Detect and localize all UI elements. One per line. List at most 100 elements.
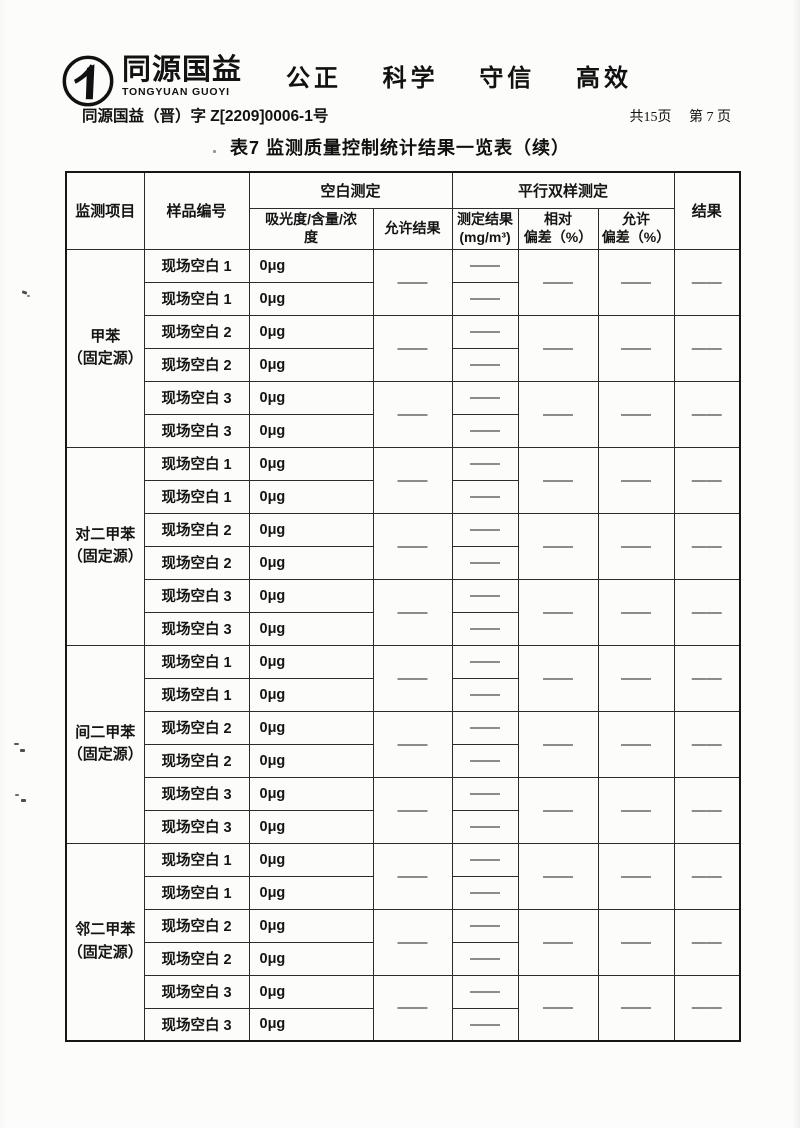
brand-header: 同源国益 TONGYUAN GUOYI [60,53,242,109]
allowed-deviation-cell: —— [597,842,675,910]
slogan-word: 守信 [479,65,536,92]
relative-deviation-cell: —— [517,380,599,448]
header-measured: 测定结果 (mg/m³) [451,207,519,250]
scan-speck [27,295,30,297]
table-row: 现场空白 2 0μg —— —— —— —— —— [66,512,741,580]
measured-result-cell: —— [451,248,519,283]
sample-id-cell: 现场空白 2 [143,743,250,778]
measured-result-cell: —— [451,545,519,580]
sample-id-cell: 现场空白 3 [143,974,250,1009]
sample-id-cell: 现场空白 3 [143,413,250,448]
table-row: 现场空白 1 0μg —— [66,875,740,910]
sample-id-cell: 现场空白 2 [143,710,250,745]
blank-value-cell: 0μg [248,677,374,712]
relative-deviation-cell: —— [517,908,599,976]
sample-id-cell: 现场空白 2 [143,347,250,382]
allowed-result-cell: —— [372,776,453,844]
sample-id-cell: 现场空白 1 [143,644,250,679]
relative-deviation-cell: —— [517,710,599,778]
table-row: 现场空白 3 0μg —— [66,809,740,844]
relative-deviation-cell: —— [517,512,599,580]
allowed-result-cell: —— [372,446,453,514]
blank-value-cell: 0μg [248,314,374,349]
measured-result-cell: —— [451,314,519,349]
table-row: 邻二甲苯 （固定源） 现场空白 1 0μg —— —— —— —— —— [65,842,741,1042]
header-blank-group: 空白测定 [248,171,453,209]
result-cell: —— [673,908,741,976]
allowed-result-cell: —— [372,314,453,382]
measured-result-cell: —— [451,512,519,547]
sample-id-cell: 现场空白 1 [143,479,250,514]
result-cell: —— [673,644,741,712]
scan-speck [14,743,19,745]
table-row: 现场空白 3 0μg —— —— —— —— —— [66,380,741,448]
blank-value-cell: 0μg [248,941,374,976]
measured-result-cell: —— [451,875,519,910]
allowed-deviation-cell: —— [597,974,675,1042]
scan-speck [21,290,28,295]
relative-deviation-cell: —— [517,776,599,844]
allowed-deviation-cell: —— [597,446,675,514]
blank-value-cell: 0μg [248,644,374,679]
sample-id-cell: 现场空白 2 [143,314,250,349]
header-relative-deviation: 相对 偏差（%） [517,207,599,250]
measured-result-cell: —— [451,347,519,382]
sample-id-cell: 现场空白 1 [143,875,250,910]
table-body: 甲苯 （固定源） 现场空白 1 0μg —— —— —— —— —— 现场空白 1 0μg —— 现场… [65,248,741,1042]
table-title: 表7 监测质量控制统计结果一览表（续） [229,138,570,158]
sample-id-cell: 现场空白 2 [143,908,250,943]
sample-id-cell: 现场空白 1 [143,281,250,316]
table-row: 现场空白 2 0μg —— [66,545,740,580]
sample-id-cell: 现场空白 3 [143,611,250,646]
brand-latin-name: TONGYUAN GUOYI [122,86,230,99]
header-allowed-deviation: 允许 偏差（%） [597,207,675,250]
relative-deviation-cell: —— [517,314,599,382]
table-row: 现场空白 3 0μg —— [66,611,740,646]
blank-value-cell: 0μg [248,446,374,481]
table-header: 监测项目 样品编号 空白测定 平行双样测定 结果 吸光度/含量/浓 度 允许结果… [65,171,741,250]
measured-result-cell: —— [451,281,519,316]
sample-id-cell: 现场空白 1 [143,446,250,481]
table-row: 现场空白 3 0μg —— —— —— —— —— [66,578,741,646]
relative-deviation-cell: —— [517,578,599,646]
project-cell: 邻二甲苯 （固定源） [65,842,145,1042]
result-cell: —— [673,776,741,844]
qc-statistics-table: 监测项目 样品编号 空白测定 平行双样测定 结果 吸光度/含量/浓 度 允许结果… [65,171,742,1042]
relative-deviation-cell: —— [517,842,599,910]
measured-result-cell: —— [451,380,519,415]
table-row: 现场空白 1 0μg —— [66,677,740,712]
blank-value-cell: 0μg [248,347,374,382]
blank-value-cell: 0μg [248,413,374,448]
allowed-result-cell: —— [372,842,453,910]
blank-value-cell: 0μg [248,248,374,283]
sample-id-cell: 现场空白 3 [143,776,250,811]
header-project: 监测项目 [65,171,145,250]
allowed-deviation-cell: —— [597,512,675,580]
measured-result-cell: —— [451,446,519,481]
sample-id-cell: 现场空白 1 [143,677,250,712]
current-page: 第 7 页 [689,110,731,125]
sample-id-cell: 现场空白 1 [143,842,250,877]
measured-result-cell: —— [451,743,519,778]
slogan-word: 公正 [286,65,342,92]
scan-speck [20,749,25,752]
project-cell: 间二甲苯 （固定源） [65,644,145,844]
table-row: 间二甲苯 （固定源） 现场空白 1 0μg —— —— —— —— —— [65,644,741,844]
blank-value-cell: 0μg [248,974,374,1009]
allowed-deviation-cell: —— [597,578,675,646]
total-pages: 共15页 [629,110,672,125]
header-parallel-group: 平行双样测定 [451,171,675,209]
allowed-deviation-cell: —— [597,776,675,844]
blank-value-cell: 0μg [248,281,374,316]
header-result: 结果 [673,171,741,250]
doc-info-row: 同源国益（晋）字 Z[2209]0006-1号 共15页 第 7 页 [0,104,800,128]
table-row: 现场空白 1 0μg —— [66,281,740,316]
result-cell: —— [673,380,741,448]
project-cell: 对二甲苯 （固定源） [65,446,145,646]
sample-id-cell: 现场空白 2 [143,941,250,976]
allowed-result-cell: —— [372,644,453,712]
brand-text: 同源国益 TONGYUAN GUOYI [122,55,242,99]
result-cell: —— [673,710,741,778]
allowed-result-cell: —— [372,248,453,316]
table-row: 甲苯 （固定源） 现场空白 1 0μg —— —— —— —— —— [65,248,741,448]
